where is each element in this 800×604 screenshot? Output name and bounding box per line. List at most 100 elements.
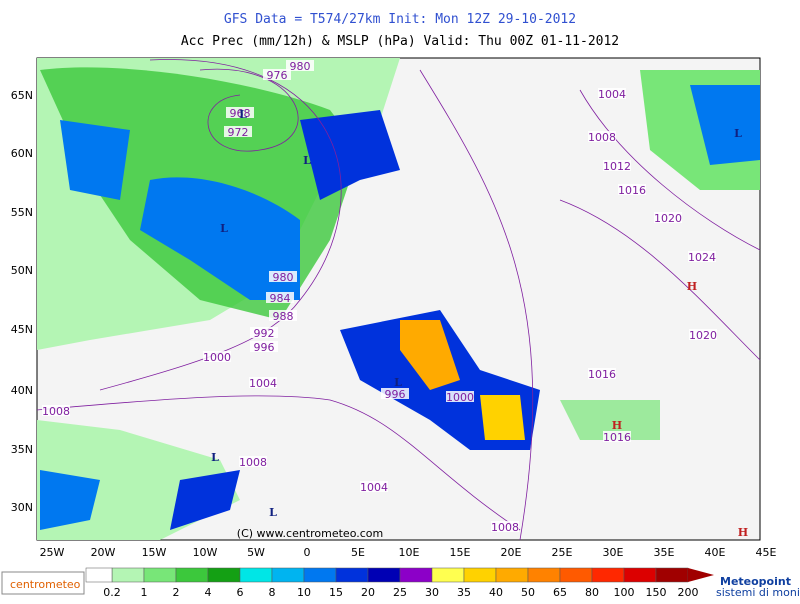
legend-swatch [591, 567, 625, 583]
isobar-label: 1020 [654, 212, 682, 225]
legend-swatch [655, 567, 689, 583]
legend-swatch [335, 567, 369, 583]
isobar-label: 980 [290, 60, 311, 73]
legend-swatch [143, 567, 177, 583]
legend-label: 2 [173, 586, 180, 599]
legend-label: 50 [521, 586, 535, 599]
lon-label: 10W [193, 546, 218, 559]
isobar-label-bg [491, 521, 519, 532]
pressure-center: L [211, 451, 219, 464]
isobar-label: 1008 [588, 131, 616, 144]
isobar-label: 1004 [598, 88, 626, 101]
legend-label: 1 [141, 586, 148, 599]
isobar-label: 980 [273, 271, 294, 284]
lon-label: 10E [399, 546, 420, 559]
lon-label: 5E [351, 546, 365, 559]
isobar-label: 1016 [618, 184, 646, 197]
lon-label: 5W [247, 546, 265, 559]
right-logo-sub: sistemi di monitoraggio ambientale [716, 586, 800, 599]
lon-label: 25W [40, 546, 65, 559]
legend-swatch [207, 567, 241, 583]
isobar-label: 1012 [603, 160, 631, 173]
isobar-label-bg [250, 341, 278, 352]
legend-arrow [688, 568, 714, 582]
lat-label: 65N [11, 89, 33, 102]
isobar-label-bg [588, 368, 616, 379]
isobar-label-bg [269, 310, 297, 321]
isobar-label: 1004 [249, 377, 277, 390]
legend-swatch [367, 567, 401, 583]
isobar-label-bg [689, 329, 717, 340]
map-area [36, 57, 761, 541]
lat-label: 60N [11, 147, 33, 160]
legend-label: 200 [678, 586, 699, 599]
legend-swatch [271, 567, 305, 583]
isobar-label: 992 [254, 327, 275, 340]
legend-swatch [175, 567, 209, 583]
legend-label: 0.2 [103, 586, 121, 599]
lon-label: 15W [142, 546, 167, 559]
title: GFS Data = T574/27km Init: Mon 12Z 29-10… [224, 12, 576, 27]
legend-label: 10 [297, 586, 311, 599]
lon-label: 35E [654, 546, 675, 559]
legend-label: 150 [646, 586, 667, 599]
isobar-label-bg [360, 481, 388, 492]
isobar-label: 1008 [42, 405, 70, 418]
legend-swatch [623, 567, 657, 583]
lon-label: 40E [705, 546, 726, 559]
lat-label: 55N [11, 206, 33, 219]
legend-label: 6 [237, 586, 244, 599]
isobar-label-bg [263, 69, 291, 80]
lon-label: 25E [552, 546, 573, 559]
legend-label: 35 [457, 586, 471, 599]
isobar-label-bg [603, 160, 631, 171]
pressure-center: L [239, 108, 247, 121]
legend-swatch [431, 567, 465, 583]
left-logo: centrometeo [10, 578, 81, 591]
isobar-label-bg [42, 405, 70, 416]
isobar-label: 1008 [239, 456, 267, 469]
legend-swatch [399, 567, 433, 583]
legend-swatch [559, 567, 593, 583]
isobar-label: 968 [230, 107, 251, 120]
legend-label: 30 [425, 586, 439, 599]
isobar-label: 996 [254, 341, 275, 354]
isobar-label: 976 [267, 69, 288, 82]
lon-label: 30E [603, 546, 624, 559]
pressure-center: H [687, 280, 697, 293]
right-logo: Meteopoint [720, 575, 791, 588]
pressure-center: H [738, 526, 748, 539]
isobar-label: 988 [273, 310, 294, 323]
legend-start [85, 567, 113, 583]
legend-swatch [239, 567, 273, 583]
lon-label: 0 [304, 546, 311, 559]
lon-label: 20E [501, 546, 522, 559]
isobar-label-bg [249, 377, 277, 388]
isobar-label-bg [239, 456, 267, 467]
isobar-label: 1004 [360, 481, 388, 494]
lat-label: 35N [11, 443, 33, 456]
isobar-label: 996 [385, 388, 406, 401]
copyright: (C) www.centrometeo.com [237, 527, 383, 540]
isobar-label: 1020 [689, 329, 717, 342]
legend-swatch [495, 567, 529, 583]
isobar-label-bg [203, 351, 231, 362]
isobar-label: 984 [270, 292, 291, 305]
isobar-label-bg [286, 60, 314, 71]
left-logo-box [1, 571, 85, 595]
legend-swatch [303, 567, 337, 583]
legend-label: 25 [393, 586, 407, 599]
isobar-label: 1000 [446, 391, 474, 404]
subtitle: Acc Prec (mm/12h) & MSLP (hPa) Valid: Th… [181, 34, 619, 49]
isobar-label: 1008 [491, 521, 519, 534]
legend-label: 100 [614, 586, 635, 599]
legend-label: 20 [361, 586, 375, 599]
isobar-label-bg [654, 212, 682, 223]
isobar-label-bg [588, 131, 616, 142]
lon-label: 15E [450, 546, 471, 559]
legend-swatch [111, 567, 145, 583]
isobar-label-bg [446, 391, 474, 402]
legend-swatch [527, 567, 561, 583]
pressure-center: L [303, 154, 311, 167]
